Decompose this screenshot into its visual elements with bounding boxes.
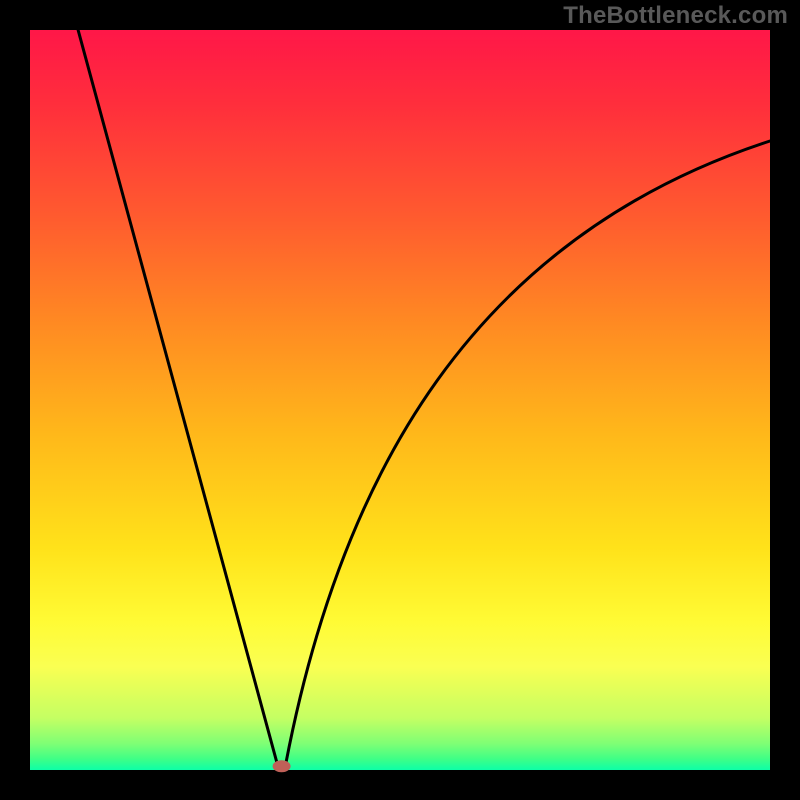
optimal-marker: [273, 760, 291, 772]
plot-background: [30, 30, 770, 770]
watermark-text: TheBottleneck.com: [563, 2, 788, 30]
bottleneck-chart: [0, 0, 800, 800]
chart-container: TheBottleneck.com: [0, 0, 800, 800]
